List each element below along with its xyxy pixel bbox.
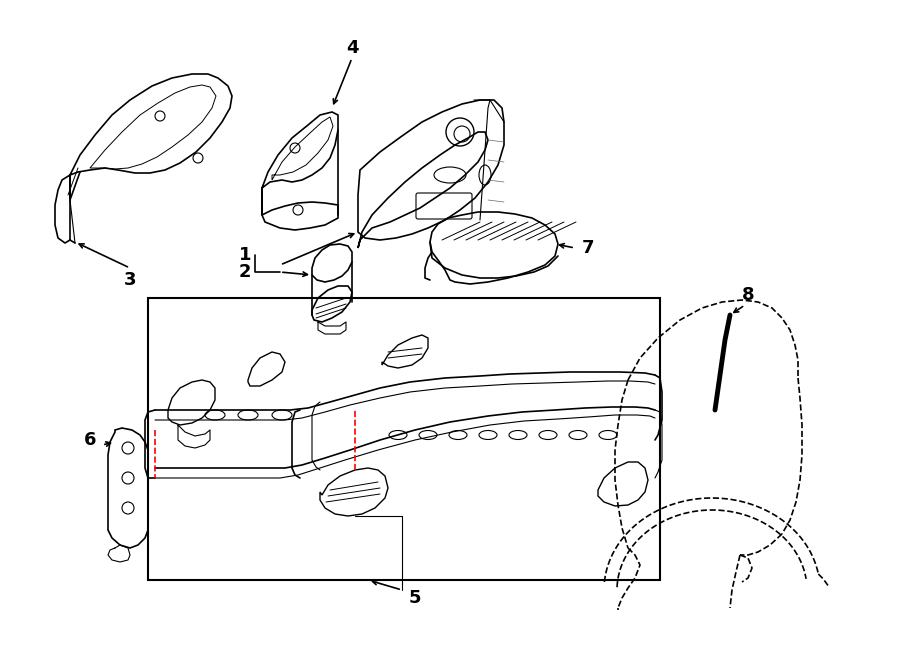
Text: 1: 1 — [238, 246, 251, 264]
Text: 6: 6 — [84, 431, 96, 449]
Text: 7: 7 — [581, 239, 594, 257]
Text: 2: 2 — [238, 263, 251, 281]
Text: 3: 3 — [124, 271, 136, 289]
Text: 5: 5 — [409, 589, 421, 607]
Text: 4: 4 — [346, 39, 358, 57]
Text: 8: 8 — [742, 286, 754, 304]
Bar — [148, 298, 660, 580]
